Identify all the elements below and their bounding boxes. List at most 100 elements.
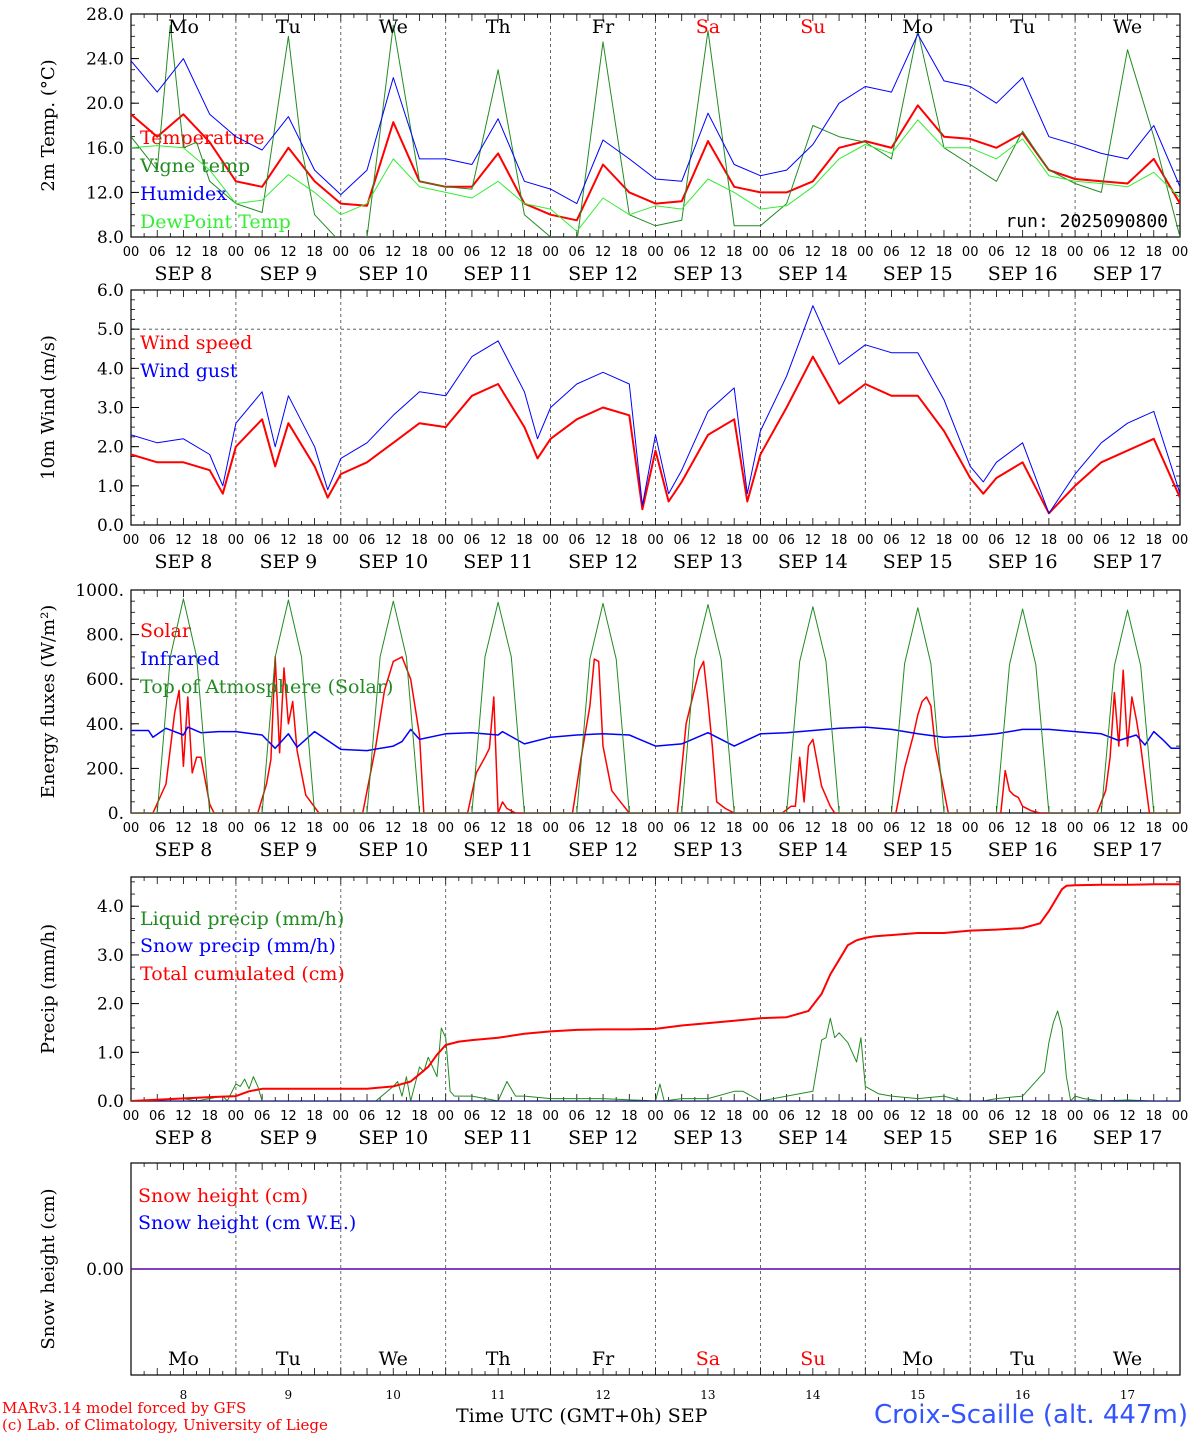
day-label: Tu [1010, 16, 1035, 38]
date-label: SEP 15 [883, 551, 953, 573]
hour-label: 00 [962, 533, 979, 548]
hour-label: 12 [1119, 821, 1136, 836]
date-label: SEP 8 [155, 839, 213, 861]
hour-label: 06 [988, 245, 1005, 260]
hour-label: 00 [857, 1109, 874, 1124]
hour-label: 18 [201, 1109, 218, 1124]
hour-label: 06 [569, 245, 586, 260]
hour-label: 18 [201, 245, 218, 260]
hour-label: 00 [1067, 533, 1084, 548]
hour-label: 00 [542, 1109, 559, 1124]
y-axis-label: 10m Wind (m/s) [38, 335, 59, 480]
y-axis-label: Snow height (cm) [38, 1188, 59, 1349]
date-label: SEP 14 [778, 551, 848, 573]
date-number: 14 [805, 1388, 821, 1402]
hour-label: 00 [123, 821, 140, 836]
day-label: Fr [592, 1348, 615, 1370]
hour-label: 00 [647, 533, 664, 548]
legend-entry: Infrared [140, 648, 220, 670]
hour-label: 06 [1093, 1109, 1110, 1124]
hour-label: 06 [359, 245, 376, 260]
day-label: Tu [276, 16, 301, 38]
hour-label: 06 [673, 1109, 690, 1124]
hour-label: 00 [1067, 821, 1084, 836]
day-label: Tu [276, 1348, 301, 1370]
y-tick-label: 800. [86, 626, 124, 646]
day-label: Tu [1010, 1348, 1035, 1370]
hour-label: 00 [1067, 245, 1084, 260]
date-label: SEP 17 [1093, 263, 1163, 285]
panel-wind: 0.0 1.0 2.0 3.0 4.0 5.0 6.0 10m Wind (m/s) Wind … [38, 281, 1188, 573]
panel-snow: 0.00 Snow height (cm) Snow height (cm) Snow… [38, 1162, 1181, 1402]
hour-label: 12 [700, 245, 717, 260]
hour-label: 06 [359, 821, 376, 836]
hour-label: 12 [909, 1109, 926, 1124]
hour-label: 06 [254, 533, 271, 548]
date-label: SEP 11 [463, 839, 533, 861]
legend-entry: Snow height (cm) [138, 1185, 308, 1207]
hour-label: 00 [647, 1109, 664, 1124]
hour-label: 06 [883, 821, 900, 836]
hour-label: 18 [726, 245, 743, 260]
hour-label: 00 [542, 533, 559, 548]
panel-temperature: 8.0 12.0 16.0 20.0 24.0 28.0 2m Temp. (°C) Temp… [38, 5, 1188, 285]
day-label: Su [800, 16, 825, 38]
hour-label: 12 [385, 533, 402, 548]
hour-label: 12 [595, 245, 612, 260]
hour-label: 00 [333, 245, 350, 260]
date-number: 15 [910, 1388, 925, 1402]
hour-label: 00 [228, 245, 245, 260]
date-label: SEP 16 [988, 263, 1058, 285]
model-line: MARv3.14 model forced by GFS [2, 1399, 247, 1417]
hour-label: 18 [1041, 821, 1058, 836]
hour-label: 00 [333, 533, 350, 548]
hour-label: 06 [149, 533, 166, 548]
hour-label: 18 [726, 533, 743, 548]
hour-label: 00 [542, 821, 559, 836]
date-label: SEP 12 [568, 839, 638, 861]
hour-label: 12 [805, 1109, 822, 1124]
hour-label: 18 [936, 533, 953, 548]
date-label: SEP 17 [1093, 1127, 1163, 1149]
day-label: We [379, 16, 408, 38]
day-label: Sa [696, 16, 720, 38]
hour-label: 00 [542, 245, 559, 260]
date-label: SEP 17 [1093, 551, 1163, 573]
series-line-top-of-atmosphere-solar- [131, 598, 1180, 813]
hour-label: 18 [936, 245, 953, 260]
hour-label: 06 [464, 1109, 481, 1124]
day-label: We [379, 1348, 408, 1370]
hour-label: 18 [831, 533, 848, 548]
hour-label: 06 [254, 821, 271, 836]
day-label: Mo [168, 16, 199, 38]
series-line-solar [131, 656, 1180, 813]
hour-label: 06 [149, 245, 166, 260]
y-tick-label: 2.0 [97, 995, 124, 1015]
hour-label: 06 [778, 1109, 795, 1124]
hour-label: 12 [280, 821, 297, 836]
hour-label: 00 [437, 821, 454, 836]
hour-label: 06 [778, 533, 795, 548]
series-line-total-cumulated-cm- [131, 883, 1180, 1101]
series-line-wind-gust [131, 305, 1180, 514]
hour-label: 12 [805, 821, 822, 836]
hour-label: 12 [490, 533, 507, 548]
hour-label: 18 [1041, 245, 1058, 260]
y-tick-label: 3.0 [97, 946, 124, 966]
hour-label: 18 [1146, 1109, 1163, 1124]
y-tick-label: 0.0 [97, 516, 124, 536]
hour-label: 18 [831, 821, 848, 836]
y-tick-label: 28.0 [86, 5, 124, 25]
date-label: SEP 16 [988, 839, 1058, 861]
hour-label: 12 [700, 1109, 717, 1124]
hour-label: 00 [857, 245, 874, 260]
hour-label: 06 [359, 533, 376, 548]
hour-label: 00 [752, 533, 769, 548]
day-label: Su [800, 1348, 825, 1370]
date-number: 17 [1120, 1388, 1135, 1402]
hour-label: 12 [1014, 821, 1031, 836]
y-tick-label: 2.0 [97, 438, 124, 458]
hour-label: 00 [228, 821, 245, 836]
hour-label: 06 [464, 245, 481, 260]
